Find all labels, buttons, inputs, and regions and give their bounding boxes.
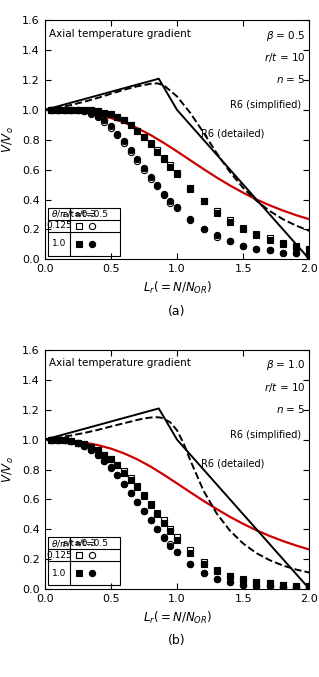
Text: $r/t$ = 10: $r/t$ = 10 [264, 51, 306, 64]
Text: a/t=0.5: a/t=0.5 [75, 539, 108, 548]
Text: Axial temperature gradient: Axial temperature gradient [48, 358, 190, 368]
Text: $n$ = 5: $n$ = 5 [276, 73, 306, 85]
Text: Axial temperature gradient: Axial temperature gradient [48, 28, 190, 39]
Text: $\beta$ = 0.5: $\beta$ = 0.5 [266, 28, 306, 43]
Text: $\beta$ = 1.0: $\beta$ = 1.0 [266, 358, 306, 372]
Text: $\theta/\pi$: $\theta/\pi$ [51, 538, 67, 549]
Text: 0.125: 0.125 [46, 551, 72, 560]
Text: a/t=0.3: a/t=0.3 [62, 209, 96, 218]
Text: 0.125: 0.125 [46, 221, 72, 230]
Text: (b): (b) [168, 634, 186, 647]
Text: R6 (simplified): R6 (simplified) [230, 100, 301, 110]
X-axis label: $L_r(=N / N_{OR})$: $L_r(=N / N_{OR})$ [143, 280, 211, 296]
Text: 1.0: 1.0 [52, 569, 66, 577]
Text: R6 (simplified): R6 (simplified) [230, 430, 301, 440]
Text: R6 (detailed): R6 (detailed) [201, 129, 264, 139]
Text: (a): (a) [168, 305, 186, 318]
Bar [48, 538, 120, 585]
Y-axis label: $V / V_o$: $V / V_o$ [1, 127, 17, 153]
Text: 1.0: 1.0 [52, 239, 66, 248]
Text: R6 (detailed): R6 (detailed) [201, 458, 264, 468]
Y-axis label: $V / V_o$: $V / V_o$ [1, 456, 17, 483]
Text: $r/t$ = 10: $r/t$ = 10 [264, 380, 306, 393]
Text: a/t=0.5: a/t=0.5 [75, 209, 108, 218]
Text: $n$ = 5: $n$ = 5 [276, 403, 306, 415]
X-axis label: $L_r(=N / N_{OR})$: $L_r(=N / N_{OR})$ [143, 609, 211, 626]
Bar [48, 208, 120, 255]
Text: a/t=0.3: a/t=0.3 [62, 539, 96, 548]
Text: $\theta/\pi$: $\theta/\pi$ [51, 209, 67, 219]
